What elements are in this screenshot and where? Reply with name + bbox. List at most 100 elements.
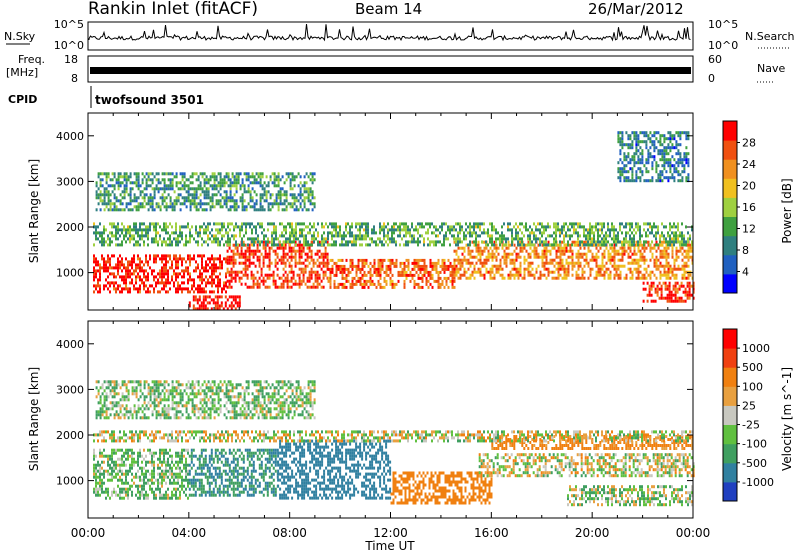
data-cell	[642, 281, 645, 285]
data-cell	[141, 260, 143, 264]
data-cell	[211, 240, 213, 244]
data-cell	[137, 263, 139, 267]
data-cell	[327, 243, 329, 247]
data-cell	[293, 237, 295, 241]
data-cell	[260, 270, 263, 274]
data-cell	[335, 264, 338, 268]
data-cell	[565, 222, 567, 226]
data-cell	[543, 243, 545, 247]
data-cell	[314, 276, 317, 280]
data-cell	[337, 231, 339, 235]
data-cell	[294, 255, 297, 259]
data-cell	[687, 243, 690, 247]
data-cell	[687, 231, 689, 235]
data-cell	[643, 131, 646, 135]
data-cell	[153, 269, 155, 273]
data-cell	[173, 208, 176, 212]
data-cell	[455, 228, 457, 232]
data-cell	[300, 261, 303, 265]
data-cell	[139, 184, 142, 188]
data-cell	[687, 258, 690, 262]
data-cell	[276, 285, 279, 289]
data-cell	[177, 287, 179, 291]
data-cell	[97, 231, 99, 235]
data-cell	[573, 264, 576, 268]
data-cell	[509, 222, 511, 226]
data-cell	[133, 269, 135, 273]
data-cell	[227, 196, 230, 200]
data-cell	[139, 290, 141, 294]
data-cell	[457, 258, 460, 262]
data-cell	[250, 249, 253, 253]
data-cell	[617, 252, 620, 256]
data-cell	[216, 298, 219, 302]
data-cell	[292, 273, 295, 277]
data-cell	[399, 222, 401, 226]
data-cell	[341, 270, 344, 274]
data-cell	[629, 267, 632, 271]
data-cell	[95, 478, 97, 482]
data-cell	[674, 293, 677, 297]
data-cell	[119, 181, 122, 185]
data-cell	[265, 184, 268, 188]
data-cell	[230, 279, 233, 283]
data-cell	[583, 243, 585, 247]
data-cell	[653, 273, 656, 277]
data-cell	[355, 273, 358, 277]
data-cell	[371, 273, 374, 277]
data-cell	[123, 190, 126, 194]
data-cell	[295, 234, 297, 238]
data-cell	[151, 240, 153, 244]
data-cell	[623, 176, 626, 180]
data-cell	[673, 225, 675, 229]
data-cell	[623, 240, 625, 244]
data-cell	[515, 255, 518, 259]
data-cell	[105, 260, 107, 264]
data-cell	[214, 295, 217, 299]
data-cell	[675, 225, 677, 229]
data-cell	[501, 237, 503, 241]
data-cell	[258, 261, 261, 265]
data-cell	[203, 240, 205, 244]
data-cell	[407, 258, 410, 262]
data-cell	[451, 282, 454, 286]
data-cell	[204, 298, 207, 302]
data-cell	[175, 254, 177, 258]
nsky-tick-bottom: 10^0	[54, 39, 84, 52]
data-cell	[547, 222, 549, 226]
data-cell	[355, 264, 358, 268]
data-cell	[613, 261, 616, 265]
data-cell	[232, 252, 235, 256]
data-cell	[259, 172, 262, 176]
data-cell	[253, 243, 255, 247]
data-cell	[561, 249, 564, 253]
data-cell	[509, 258, 512, 262]
data-cell	[499, 264, 502, 268]
data-cell	[307, 187, 310, 191]
data-cell	[249, 190, 252, 194]
data-cell	[95, 487, 97, 491]
data-cell	[149, 266, 151, 270]
data-cell	[629, 158, 632, 162]
data-cell	[635, 276, 638, 280]
data-cell	[117, 175, 120, 179]
data-cell	[299, 202, 302, 206]
data-cell	[181, 202, 184, 206]
data-cell	[201, 260, 203, 264]
data-cell	[459, 240, 461, 244]
data-cell	[117, 243, 119, 247]
data-cell	[308, 255, 311, 259]
data-cell	[277, 178, 280, 182]
data-cell	[533, 237, 535, 241]
data-cell	[557, 270, 560, 274]
data-cell	[503, 243, 505, 247]
data-cell	[603, 264, 606, 268]
data-cell	[629, 146, 632, 150]
data-cell	[337, 234, 339, 238]
data-cell	[306, 255, 309, 259]
data-cell	[177, 187, 180, 191]
data-cell	[261, 175, 264, 179]
data-cell	[411, 276, 414, 280]
data-cell	[646, 293, 649, 297]
data-cell	[169, 172, 172, 176]
